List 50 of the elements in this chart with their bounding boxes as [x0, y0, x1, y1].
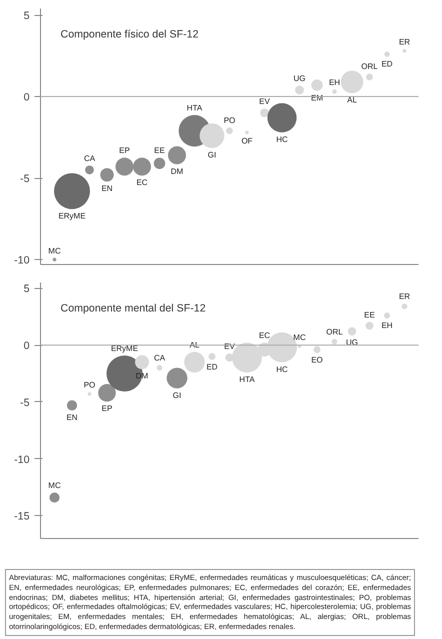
x-tick-label: AL — [347, 96, 358, 105]
x-tick-label: GI — [172, 390, 182, 400]
x-tick-label: MC — [48, 480, 61, 490]
x-tick-label: ED — [206, 362, 218, 372]
x-tick-label: EC — [258, 331, 270, 340]
x-tick-label: GI — [208, 150, 216, 160]
x-tick-label: EH — [328, 78, 340, 87]
x-tick-label: ERyME — [58, 212, 86, 221]
x-tick-label: HC — [276, 364, 288, 374]
x-tick-label: MC — [293, 333, 306, 342]
x-tick-label: EO — [311, 356, 323, 365]
x-tick-label: EN — [66, 412, 78, 422]
x-tick-label: UG — [294, 74, 306, 84]
x-tick-label: EE — [154, 146, 165, 156]
x-tick-label: ERyME — [110, 344, 138, 354]
x-tick-label: EP — [102, 404, 112, 414]
x-tick-label: EP — [119, 146, 130, 156]
x-tick-label: HTA — [239, 375, 256, 384]
x-tick-label: HC — [276, 134, 288, 144]
y-tick-label: -10 — [14, 454, 30, 466]
y-tick-label: 0 — [24, 92, 30, 104]
text: Componente mental del SF-12 — [60, 302, 206, 314]
x-tick-label: CA — [154, 354, 166, 363]
x-tick-label: EC — [136, 178, 148, 188]
y-tick-label: -5 — [20, 173, 30, 186]
x-tick-label: ER — [398, 38, 410, 47]
y-tick-label: 0 — [24, 340, 30, 352]
x-tick-label: UG — [346, 338, 358, 348]
x-tick-label: EE — [364, 310, 375, 320]
y-tick-label: -5 — [20, 396, 30, 409]
y-tick-label: 5 — [24, 283, 30, 296]
y-tick-label: 5 — [24, 10, 30, 22]
x-tick-label: CA — [84, 154, 96, 164]
x-tick-label: MC — [48, 246, 61, 256]
x-tick-label: EH — [381, 321, 393, 330]
x-tick-label: ORL — [326, 327, 344, 336]
x-tick-label: EV — [224, 342, 236, 351]
x-tick-label: ORL — [361, 62, 378, 72]
x-tick-label: PO — [224, 116, 236, 125]
text: Componente físico del SF-12 — [60, 28, 199, 40]
x-tick-label: PO — [84, 380, 96, 390]
x-tick-label: HTA — [186, 104, 203, 112]
x-tick-label: ER — [398, 292, 410, 302]
x-tick-label: EV — [259, 96, 270, 106]
y-tick-label: -15 — [14, 510, 30, 523]
x-tick-label: DM — [170, 166, 184, 176]
y-tick-label: -10 — [14, 254, 30, 267]
x-tick-label: ED — [381, 59, 393, 68]
x-tick-label: EN — [101, 184, 113, 194]
x-tick-label: OF — [241, 136, 253, 146]
